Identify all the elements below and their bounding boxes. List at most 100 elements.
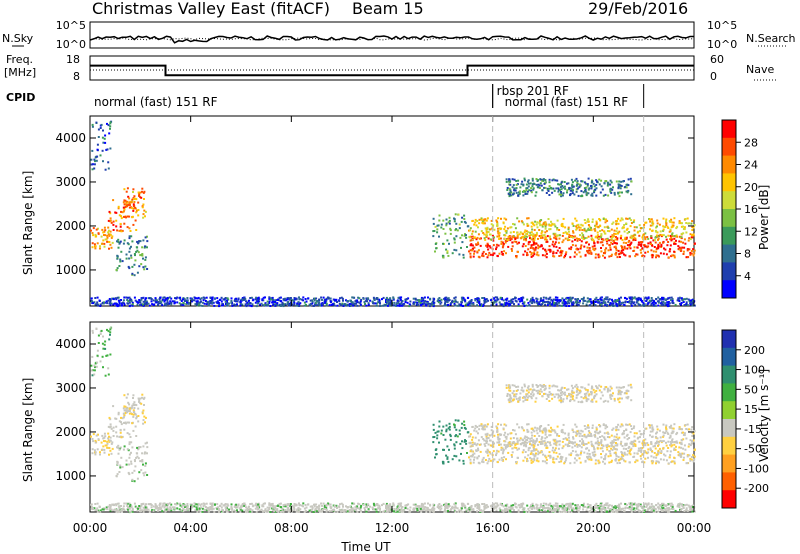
power-cell [581, 232, 584, 235]
power-cell [683, 238, 686, 241]
power-cell [123, 239, 126, 242]
power-cell [122, 299, 125, 302]
power-cell [602, 194, 605, 197]
velocity-cell [531, 385, 534, 388]
velocity-cell [582, 440, 585, 443]
power-cell [611, 304, 614, 306]
power-cell [510, 194, 513, 197]
power-cell [530, 231, 533, 234]
velocity-cell [590, 432, 592, 435]
power-cell [535, 233, 538, 236]
power-cell [230, 299, 233, 302]
power-cell [136, 303, 139, 306]
power-cell [558, 299, 561, 302]
velocity-cell [124, 409, 127, 412]
power-cell [234, 304, 237, 307]
power-cell [325, 298, 328, 301]
power-cell [151, 303, 154, 306]
power-cell [557, 241, 560, 244]
velocity-cell [575, 431, 578, 434]
velocity-cell [492, 450, 495, 453]
power-cell [581, 235, 584, 238]
velocity-cell [643, 429, 646, 432]
power-cell [142, 300, 145, 303]
power-cell [607, 300, 610, 303]
velocity-cell [532, 429, 535, 431]
power-cell [626, 247, 629, 250]
power-cell [568, 247, 571, 250]
velocity-cell [521, 396, 524, 399]
velocity-cell [607, 455, 610, 458]
velocity-cell [571, 387, 574, 390]
power-cell [431, 301, 434, 304]
velocity-cell [455, 441, 458, 444]
power-cell [626, 217, 629, 220]
power-cell [561, 194, 564, 197]
power-cell [572, 236, 575, 239]
power-cell [591, 221, 594, 223]
power-cell [270, 297, 273, 300]
velocity-cell [121, 417, 124, 420]
velocity-cell [102, 445, 105, 448]
power-cell [547, 302, 550, 305]
power-cell [582, 237, 585, 240]
power-cell [412, 301, 415, 304]
power-cell [503, 217, 506, 220]
velocity-cell [432, 441, 435, 444]
velocity-cell [104, 347, 107, 350]
power-cell [549, 301, 552, 304]
power-cell [224, 297, 227, 299]
velocity-cell [138, 446, 141, 449]
power-cell [518, 297, 521, 300]
velocity-cell [595, 426, 598, 429]
power-cell [112, 220, 115, 223]
power-cell [587, 188, 590, 191]
power-cell [359, 302, 362, 305]
power-cell [689, 253, 692, 256]
power-cell [136, 240, 139, 243]
velocity-cell [620, 391, 623, 393]
power-cell [504, 239, 507, 242]
velocity-cell [504, 447, 507, 450]
velocity-cell [518, 398, 521, 401]
power-cell [115, 304, 118, 307]
power-cell [510, 298, 513, 301]
power-cell [536, 251, 539, 254]
velocity-cell [624, 444, 627, 447]
velocity-cell [119, 446, 122, 449]
power-cell [661, 234, 664, 237]
power-cell [669, 248, 672, 251]
power-cell [443, 297, 446, 300]
power-cell [356, 299, 359, 302]
power-cell [119, 222, 122, 225]
velocity-cell [554, 447, 557, 450]
power-cell [622, 241, 625, 244]
power-cell [518, 233, 521, 236]
velocity-cell [146, 474, 149, 476]
velocity-cell [561, 391, 564, 393]
velocity-cell [486, 423, 489, 426]
power-cell [541, 299, 543, 302]
velocity-cell [117, 447, 120, 449]
power-cell [664, 299, 667, 302]
power-cell [137, 301, 139, 304]
power-cell [489, 238, 492, 241]
power-cell [349, 299, 352, 302]
velocity-cell [681, 428, 683, 431]
power-cell [564, 226, 567, 229]
velocity-cell [660, 449, 663, 452]
power-cell [139, 254, 142, 257]
velocity-cell [587, 424, 590, 427]
velocity-cell [621, 452, 623, 455]
velocity-cell [531, 389, 534, 392]
power-cell [379, 302, 381, 305]
power-cell [638, 234, 641, 237]
power-cell [603, 256, 606, 259]
power-cell [432, 301, 435, 304]
velocity-cell [550, 426, 552, 429]
power-cell [534, 234, 537, 237]
velocity-cell [128, 453, 131, 456]
velocity-cell [438, 441, 440, 444]
velocity-cell [618, 462, 621, 464]
power-cell [156, 299, 158, 302]
